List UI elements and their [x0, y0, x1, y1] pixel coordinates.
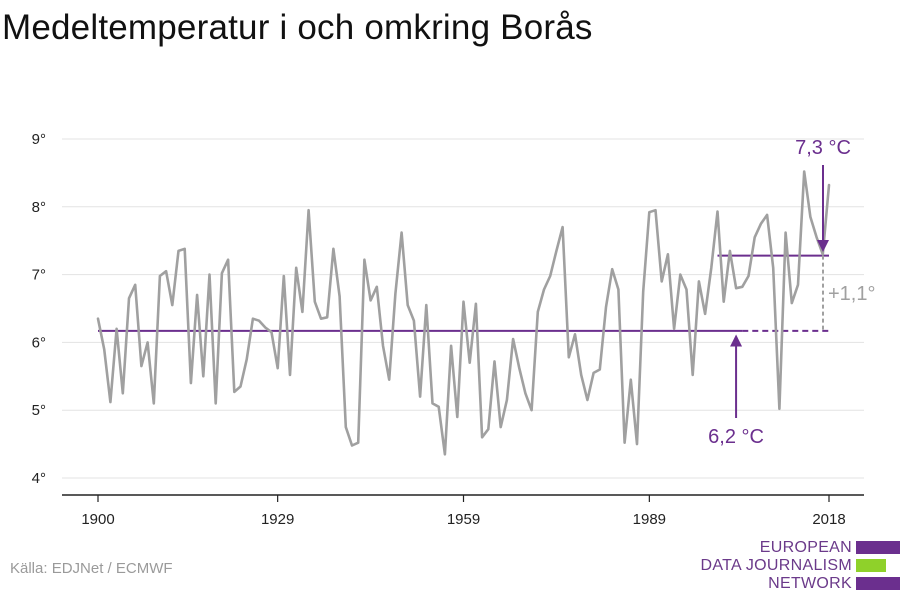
y-tick-label: 7° — [32, 267, 46, 284]
chart-title: Medeltemperatur i och omkring Borås — [2, 8, 593, 47]
annotations: 7,3 °C 6,2 °C +1,1° — [708, 137, 875, 448]
edjnet-logo: EUROPEAN DATA JOURNALISM NETWORK — [700, 538, 900, 596]
logo-text-european: EUROPEAN — [759, 539, 852, 556]
y-tick-label: 9° — [32, 131, 46, 148]
x-tick-label: 1929 — [261, 511, 294, 528]
x-tick-label: 1959 — [447, 511, 480, 528]
y-tick-label: 5° — [32, 402, 46, 419]
x-tick-label: 2018 — [812, 511, 845, 528]
annotation-recent-mean: 7,3 °C — [795, 137, 851, 159]
logo-text-data-journalism: DATA JOURNALISM — [700, 557, 852, 574]
series-layer — [96, 170, 831, 456]
annotation-delta: +1,1° — [828, 283, 875, 305]
y-tick-label: 6° — [32, 334, 46, 351]
x-tick-label: 1900 — [81, 511, 114, 528]
source-note: Källa: EDJNet / ECMWF — [10, 560, 173, 577]
series-line-temperature — [96, 170, 831, 456]
logo-bar-top — [856, 541, 900, 554]
annotation-baseline-mean: 6,2 °C — [708, 426, 764, 448]
logo-bar-middle — [856, 559, 886, 572]
gridlines — [62, 138, 864, 479]
y-tick-label: 8° — [32, 199, 46, 216]
y-tick-label: 4° — [32, 470, 46, 487]
x-axis: 1900 1929 1959 1989 2018 — [62, 494, 864, 528]
x-tick-label: 1989 — [633, 511, 666, 528]
logo-text-network: NETWORK — [768, 575, 852, 592]
logo-bar-bottom — [856, 577, 900, 590]
y-axis-labels: 4° 5° 6° 7° 8° 9° — [32, 131, 46, 487]
